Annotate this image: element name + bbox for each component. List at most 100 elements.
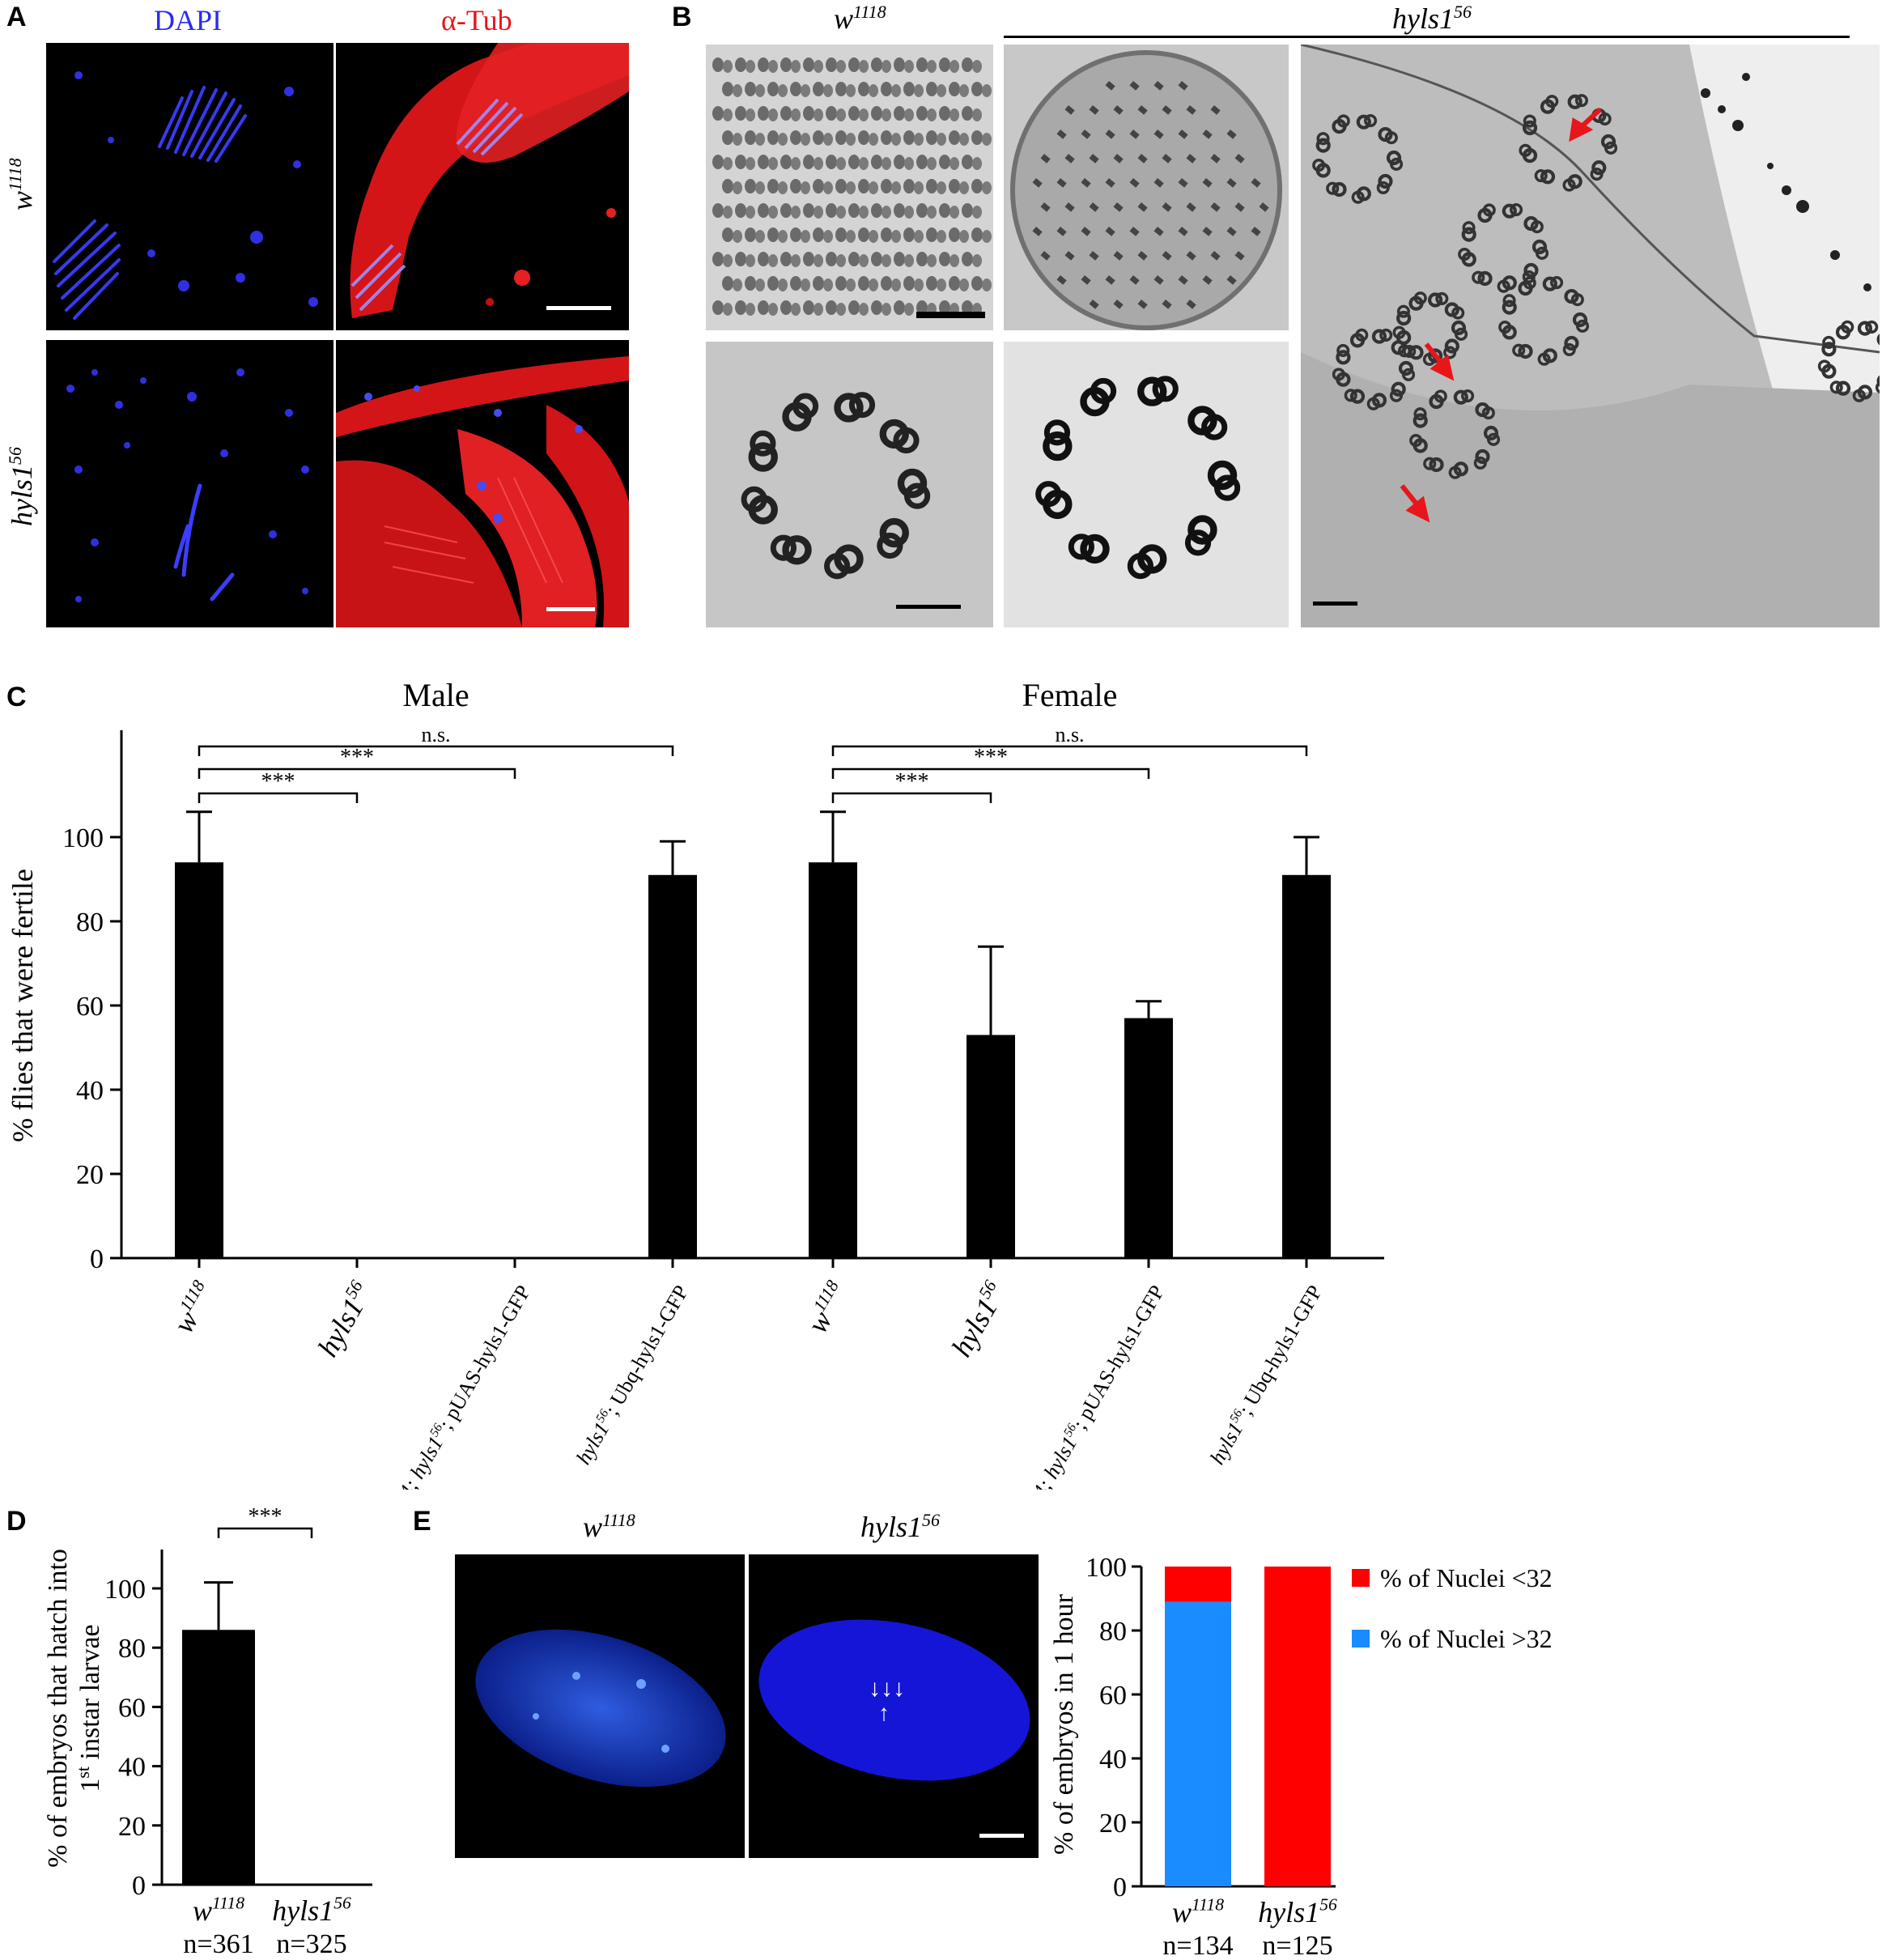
e-category-label: w1118 — [1172, 1895, 1224, 1928]
panel-letter-c: C — [6, 682, 27, 712]
embryo-graphic: ↓↓↓ ↑ — [758, 1619, 1030, 1838]
micrograph-a-hyls1-tubulin — [336, 340, 629, 627]
e-legend-swatch — [1352, 1569, 1370, 1587]
c-sig-label: *** — [261, 769, 295, 794]
c-ytick-label: 40 — [76, 1076, 104, 1106]
c-bar — [648, 874, 697, 1258]
c-category-label: hyls156; Ubq-hyls1-GFP — [571, 1281, 694, 1469]
micrograph-a-w1118-dapi — [46, 43, 333, 330]
c-sig-label: n.s. — [1055, 723, 1084, 746]
panel-b-divider-line — [1004, 36, 1850, 38]
e-legend-label: % of Nuclei >32 — [1380, 1624, 1553, 1653]
micrograph-a-w1118-tubulin — [336, 43, 629, 330]
c-category-label: hyls156 — [310, 1277, 379, 1362]
axoneme-closeup-graphic — [741, 392, 961, 609]
e-ytick-label: 40 — [1099, 1745, 1127, 1775]
c-category-label: elav-GAL4; hyls156; pUAS-hyls1-GFP — [987, 1281, 1169, 1490]
chart-c: 0 20 40 60 80 100 % flies that were fertile Mal… — [6, 677, 1384, 1490]
e-ylabel: % of embryos in 1 hour — [1049, 1593, 1079, 1855]
c-bar — [1124, 1018, 1173, 1258]
panel-a-tub-label: α-Tub — [441, 4, 512, 36]
c-ytick-label: 20 — [76, 1160, 104, 1190]
e-ytick-label: 0 — [1113, 1873, 1127, 1903]
embryo-graphic — [475, 1629, 726, 1788]
axoneme-closeup-graphic — [1035, 376, 1241, 580]
c-sig-bracket — [831, 792, 992, 803]
d-ylabel: % of embryos that hatch into — [43, 1549, 73, 1868]
em-b-hyls1-large-field — [1301, 45, 1880, 627]
c-bar — [809, 862, 857, 1258]
c-bar — [1282, 874, 1331, 1258]
cyst-graphic — [1010, 50, 1282, 330]
tubulin-graphic — [336, 356, 629, 627]
c-category-label: w1118 — [800, 1277, 855, 1338]
c-ylabel: % flies that were fertile — [6, 869, 39, 1142]
c-sig-bracket — [198, 745, 674, 756]
micrograph-a-hyls1-dapi — [46, 340, 333, 627]
tubulin-graphic — [350, 43, 629, 318]
d-category-label: w1118 — [193, 1894, 244, 1927]
c-ytick-label: 0 — [90, 1244, 104, 1274]
c-ytick-label: 100 — [62, 823, 104, 853]
panel-letter-d: D — [6, 1506, 27, 1537]
e-n-label: n=125 — [1262, 1931, 1332, 1960]
em-b-hyls1-axoneme-closeup — [1004, 342, 1289, 627]
large-field-graphic — [1301, 45, 1880, 627]
chart-d: 0 20 40 60 80 100 % of embryos that hatch into… — [43, 1506, 372, 1959]
d-n-label: n=325 — [276, 1929, 346, 1959]
em-b-hyls1-cyst — [1004, 45, 1289, 330]
c-sig-bracket — [831, 767, 1150, 779]
e-ytick-label: 20 — [1099, 1809, 1127, 1839]
c-bar — [966, 1035, 1015, 1258]
e-bar-segment — [1264, 1567, 1331, 1886]
panel-a-dapi-label: DAPI — [154, 4, 223, 36]
e-n-label: n=134 — [1162, 1931, 1233, 1960]
axoneme-array-graphic — [712, 57, 992, 316]
panel-a-row-label-hyls1: hyls156 — [5, 447, 38, 526]
panel-e-label-hyls1: hyls156 — [860, 1510, 940, 1543]
c-sig-bracket — [198, 767, 516, 779]
e-legend-swatch — [1352, 1630, 1370, 1648]
c-ytick-label: 60 — [76, 992, 104, 1022]
dapi-nuclei-graphic — [66, 368, 309, 602]
d-ytick-label: 60 — [118, 1693, 146, 1723]
c-category-label: w1118 — [166, 1277, 221, 1338]
c-bar — [175, 862, 223, 1258]
panel-b-label-w1118: w1118 — [834, 2, 886, 35]
c-sig-label: *** — [895, 769, 929, 794]
em-b-w1118-axoneme-closeup — [706, 342, 993, 627]
c-sig-label: *** — [974, 745, 1008, 770]
panel-b-label-hyls1: hyls156 — [1392, 2, 1472, 35]
c-sig-bracket — [198, 792, 359, 803]
panel-e-label-w1118: w1118 — [583, 1510, 635, 1543]
e-ytick-label: 60 — [1099, 1681, 1127, 1711]
d-ytick-label: 80 — [118, 1634, 146, 1664]
c-sig-bracket — [831, 745, 1308, 756]
chart-e: 0 20 40 60 80 100% of embryos in 1 hour w1118 n… — [1049, 1553, 1553, 1960]
c-category-label: elav-GAL4; hyls156; pUAS-hyls1-GFP — [353, 1281, 535, 1490]
em-b-w1118-axoneme-array — [706, 45, 993, 330]
e-category-label: hyls156 — [1258, 1895, 1337, 1928]
d-bar — [182, 1630, 255, 1885]
d-sig-bracket — [217, 1527, 313, 1538]
embryo-image-w1118 — [455, 1554, 745, 1858]
scalebar-b-top — [916, 314, 985, 318]
panel-letter-b: B — [672, 2, 692, 32]
c-sig-label: *** — [340, 745, 374, 770]
c-ytick-label: 80 — [76, 908, 104, 937]
e-legend-label: % of Nuclei <32 — [1380, 1563, 1553, 1592]
panel-letter-a: A — [6, 2, 27, 32]
panel-letter-e: E — [413, 1506, 431, 1537]
embryo-image-hyls1: ↓↓↓ ↑ — [749, 1554, 1039, 1858]
d-category-label: hyls156 — [272, 1894, 351, 1927]
arrows-down: ↓↓↓ — [869, 1675, 905, 1702]
d-ytick-label: 40 — [118, 1753, 146, 1783]
dapi-nuclei-graphic — [53, 71, 318, 320]
c-category-label: hyls156; Ubq-hyls1-GFP — [1205, 1281, 1328, 1469]
panel-a-row-label-w1118: w1118 — [5, 158, 38, 210]
d-ylabel-line2: 1st instar larvae — [73, 1624, 105, 1792]
c-category-label: hyls156 — [944, 1277, 1013, 1362]
d-ytick-label: 0 — [132, 1871, 146, 1901]
e-ytick-label: 100 — [1085, 1553, 1127, 1583]
arrow-up: ↑ — [878, 1701, 890, 1726]
